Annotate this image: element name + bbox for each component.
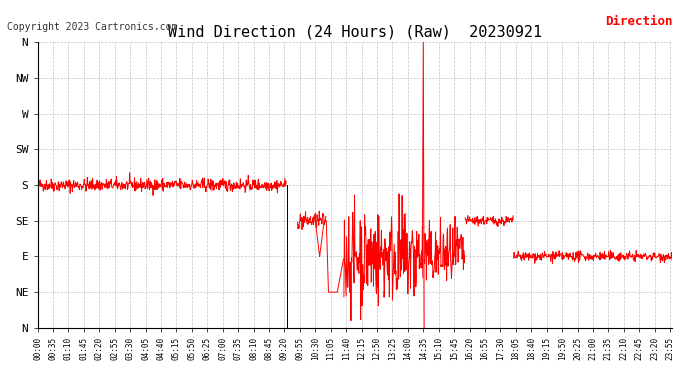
Text: Direction: Direction bbox=[605, 15, 672, 28]
Text: Copyright 2023 Cartronics.com: Copyright 2023 Cartronics.com bbox=[7, 22, 177, 32]
Title: Wind Direction (24 Hours) (Raw)  20230921: Wind Direction (24 Hours) (Raw) 20230921 bbox=[168, 25, 542, 40]
